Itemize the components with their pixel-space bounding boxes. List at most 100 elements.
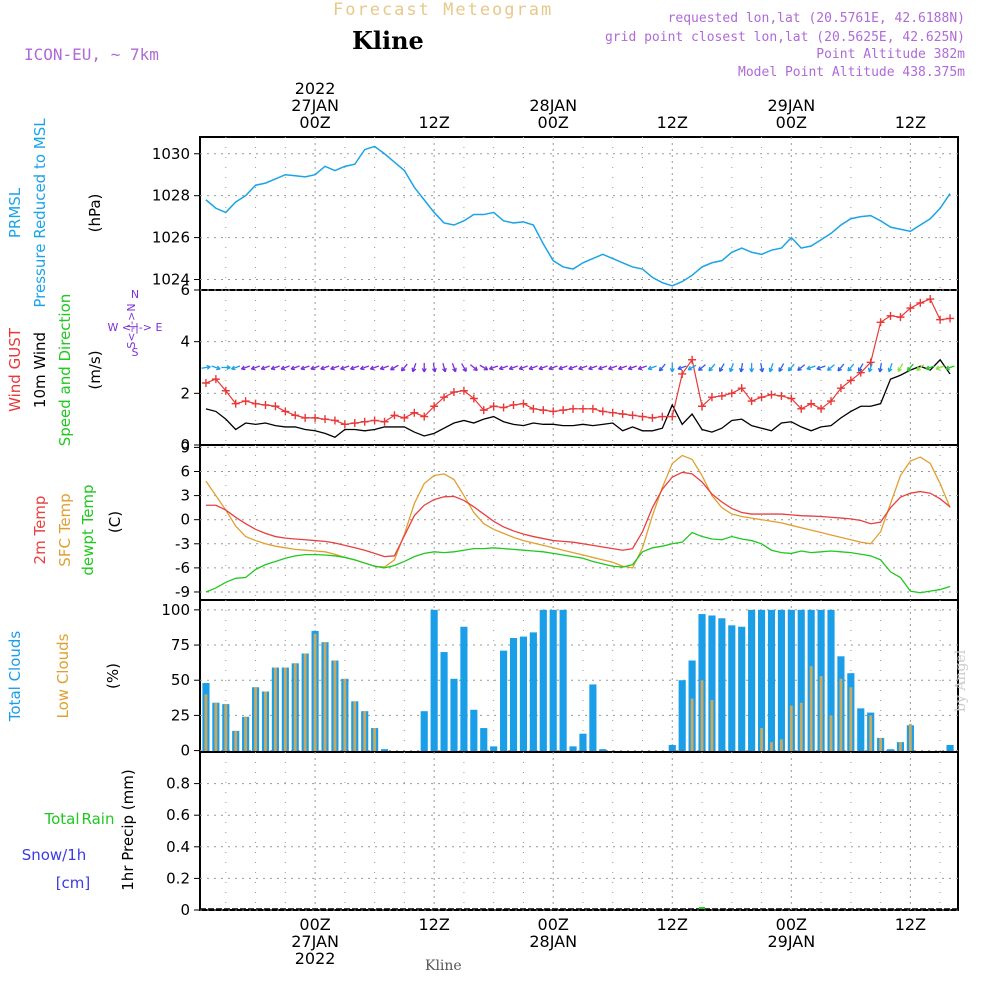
low-cloud-bar (799, 702, 803, 752)
gust-marker (648, 413, 657, 422)
wind-direction-arrow (837, 363, 845, 372)
wind-arrow-head (677, 365, 683, 371)
wind-direction-arrow (740, 362, 744, 373)
wind-direction-arrow (350, 365, 360, 370)
gust-marker (787, 394, 796, 403)
gust-marker (549, 407, 558, 416)
gust-marker (281, 407, 290, 416)
ylabel-unit: (hPa) (86, 194, 104, 233)
total-cloud-bar (470, 709, 478, 752)
low-cloud-bar (839, 678, 843, 752)
wind-arrow-head (250, 365, 256, 371)
wind-arrow-head (887, 367, 893, 373)
low-cloud-bar (819, 676, 823, 752)
ylabel-unit: 1hr Precip (mm) (119, 769, 137, 890)
y-tick-label: 1024 (152, 271, 190, 289)
gust-marker (777, 391, 786, 400)
gust-marker (449, 388, 458, 397)
total-cloud-bar (797, 609, 805, 752)
wind-direction-arrow (300, 365, 310, 370)
ylabel-unit: (%) (104, 663, 122, 689)
total-cloud-bar (599, 749, 607, 752)
low-cloud-bar (363, 711, 367, 752)
grid-point-coords: grid point closest lon,lat (20.5625E, 42… (604, 30, 965, 45)
wind-direction-arrow (412, 363, 417, 372)
y-tick-label: 0.8 (166, 775, 190, 793)
wind-arrow-head (598, 365, 603, 371)
wind-direction-arrow (719, 363, 725, 372)
point-altitude: Point Altitude 382m (816, 47, 965, 62)
gust-marker (301, 413, 310, 422)
gust-marker (390, 411, 399, 420)
wind-arrow-head (806, 365, 811, 371)
wind-arrow-head (260, 365, 266, 371)
panel-frame (199, 751, 959, 911)
gust-marker (291, 411, 300, 420)
y-tick-label: 25 (171, 706, 190, 724)
low-cloud-bar (313, 633, 317, 752)
wind-direction-arrow (658, 363, 666, 372)
low-cloud-bar (214, 702, 218, 752)
wind-arrow-head (729, 367, 734, 373)
top-time-label: 12Z (895, 113, 926, 132)
total-cloud-bar (767, 609, 776, 752)
wind-arrow-head (897, 367, 902, 372)
total-cloud-bar (549, 609, 557, 752)
wind-arrow-head (518, 365, 524, 371)
gust-marker (737, 384, 746, 393)
low-cloud-bar (869, 715, 873, 752)
y-tick-label: 0 (180, 511, 190, 529)
wind-direction-arrow (370, 365, 380, 370)
y-tick-label: 6 (180, 463, 190, 481)
wind-arrow-head (608, 365, 613, 371)
location-title: Kline (352, 26, 424, 55)
gust-marker (668, 412, 677, 421)
y-tick-label: -9 (175, 583, 190, 601)
gust-marker (866, 358, 875, 367)
wind-direction-arrow (888, 363, 893, 372)
wind-arrow-head (231, 365, 236, 371)
ylabel-direction: Speed and Direction (56, 294, 74, 447)
gust-marker (846, 376, 855, 385)
y-tick-label: 1028 (152, 187, 190, 205)
total-cloud-bar (678, 680, 686, 752)
gust-marker (876, 318, 885, 327)
total-cloud-bar (529, 632, 537, 752)
panel-4: 0 0.2 0.4 0.6 0.8 Total Rain Snow/1h [cm] 1hr Pre… (22, 751, 959, 919)
wind-direction-arrow (687, 364, 697, 371)
gust-marker (836, 384, 845, 393)
wind-arrow-head (708, 366, 714, 372)
low-cloud-bar (254, 687, 257, 752)
legend-rain: Rain (82, 810, 115, 828)
total-cloud-bar (490, 746, 498, 752)
wind-arrow-head (206, 364, 211, 370)
gust-marker (757, 393, 766, 402)
wind-direction-arrow (211, 365, 221, 370)
panel-frame (199, 136, 959, 291)
wind-direction-arrow (290, 365, 300, 370)
wind-direction-arrow (857, 363, 864, 372)
gust-marker (350, 419, 359, 428)
gust-marker (420, 412, 429, 421)
low-cloud-bar (303, 653, 307, 752)
total-cloud-bar (559, 609, 567, 752)
dewpt-line (205, 531, 951, 594)
wind-arrow-head (452, 367, 457, 373)
wind-arrow-head (216, 365, 221, 371)
gust-marker (936, 315, 945, 324)
panel-1: 0 2 4 6 Wind GUST 10m Wind Speed and Direction… (6, 281, 959, 454)
total-cloud-bar (728, 625, 736, 752)
wind-direction-arrow (879, 362, 883, 373)
low-cloud-bar (690, 698, 694, 752)
wind-direction-arrow (330, 365, 340, 370)
ylabel-sfc-temp: SFC Temp (56, 493, 74, 566)
total-cloud-bar (539, 609, 547, 752)
wind-direction-arrow (231, 365, 241, 370)
gust-marker (678, 369, 687, 378)
wind-arrow-head (768, 367, 774, 373)
gust-marker (658, 412, 667, 421)
wind-direction-arrow (916, 364, 925, 371)
gust-marker (817, 404, 826, 413)
ylabel-pressure: Pressure Reduced to MSL (31, 118, 49, 308)
gust-marker (698, 402, 707, 411)
